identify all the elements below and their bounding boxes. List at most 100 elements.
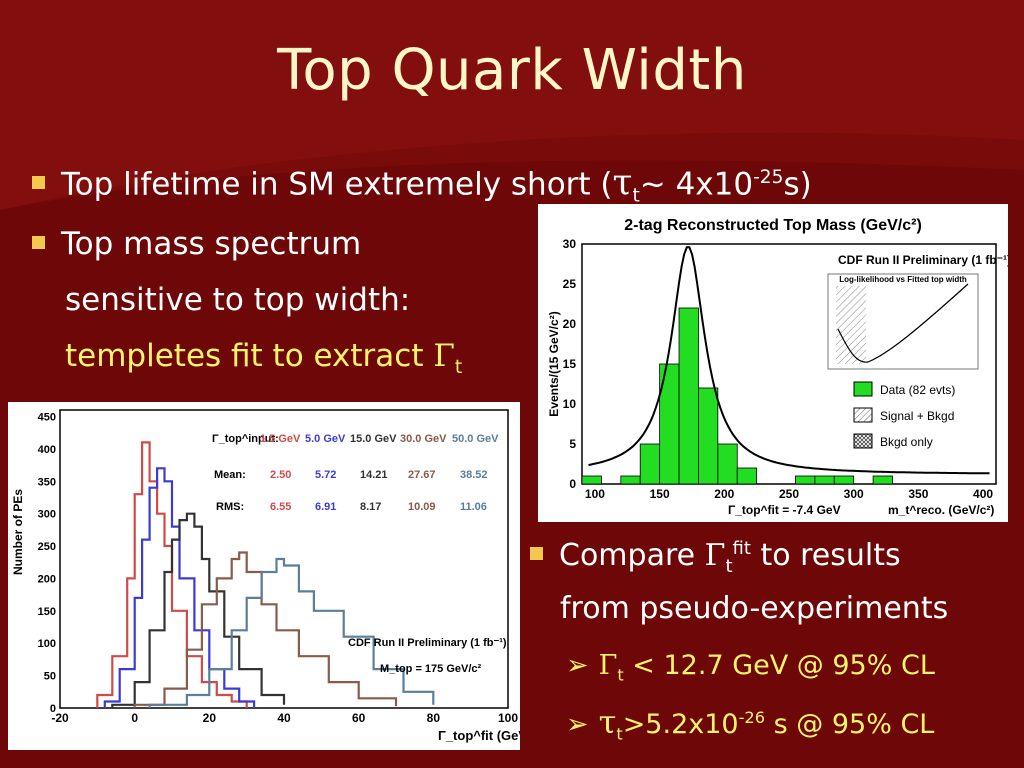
pe-ytick: 200: [38, 573, 56, 585]
bullet-compare: Compare Γtfit to results from pseudo-exp…: [530, 528, 948, 630]
legend-bkgd-only: Bkgd only: [880, 435, 933, 449]
top-mass-bar: [872, 475, 893, 485]
top-mass-bar: [639, 443, 661, 485]
bullet-marker: [32, 176, 45, 190]
top-mass-ylabel: Events/(15 GeV/c²): [547, 311, 561, 416]
pe-ylabel: Number of PEs: [11, 489, 25, 575]
pe-ytick: 150: [38, 606, 56, 618]
bullet-top-lifetime: Top lifetime in SM extremely short (τt~ …: [32, 150, 812, 225]
pe-ytick: 400: [38, 444, 56, 456]
top-mass-bar: [795, 475, 816, 485]
pe-xtick: 80: [427, 711, 441, 725]
slide-title: Top Quark Width: [277, 38, 747, 103]
pe-xtick: -20: [51, 711, 69, 725]
rms-1: 6.55: [270, 501, 291, 513]
bullet-marker: [32, 236, 45, 249]
pe-ytick: 350: [38, 476, 56, 488]
rms-2: 6.91: [315, 501, 336, 513]
arrow-marker: ➢: [566, 709, 589, 740]
top-mass-ytick: 15: [563, 357, 577, 371]
top-mass-ytick: 5: [569, 437, 576, 451]
pe-xtick: 40: [277, 711, 291, 725]
top-mass-bar: [581, 475, 602, 485]
top-mass-bar: [678, 307, 699, 485]
top-mass-xtick: 300: [844, 487, 864, 501]
top-mass-frame: [581, 243, 997, 485]
top-mass-ytick: 20: [563, 317, 577, 331]
top-mass-xtick: 200: [714, 487, 734, 501]
pe-ytick: 250: [38, 541, 56, 553]
rms-4: 10.09: [408, 501, 436, 513]
pe-histogram-5-0-GeV: [103, 467, 256, 708]
table-header-3: 15.0 GeV: [350, 433, 397, 445]
pe-ytick: 300: [38, 509, 56, 521]
pe-xtick: 20: [203, 711, 217, 725]
top-mass-bar: [814, 475, 835, 485]
rms-label: RMS:: [216, 501, 244, 513]
mean-label: Mean:: [214, 469, 246, 481]
arrow-marker: ➢: [566, 650, 589, 681]
likelihood-inset: Log-likelihood vs Fitted top width: [827, 273, 979, 370]
top-mass-title: 2-tag Reconstructed Top Mass (GeV/c²): [624, 217, 922, 234]
top-mass-ytick: 30: [563, 237, 577, 251]
mean-2: 5.72: [315, 469, 336, 481]
top-mass-xtick: 150: [650, 487, 670, 501]
pseudo-experiments-plot: Number of PEs 0 50 100 150 200 250 300 350 400 45…: [8, 402, 531, 750]
pe-histogram-30-0-GeV: [133, 551, 398, 708]
bullet-mass-spectrum: Top mass spectrum sensitive to top width…: [32, 216, 462, 396]
bullet-marker: [530, 547, 543, 560]
pe-frame: [59, 409, 509, 709]
mean-5: 38.52: [460, 469, 488, 481]
top-mass-xtick: 400: [973, 487, 993, 501]
table-header-5: 50.0 GeV: [452, 433, 499, 445]
top-mass-xlabel: m_t^reco. (GeV/c²): [888, 503, 994, 517]
pe-xtick: 60: [352, 711, 366, 725]
pe-xtick: 100: [498, 711, 518, 725]
subbullet-lifetime-limit: ➢ τt>5.2x10-26 s @ 95% CL: [566, 692, 934, 760]
pe-mtop-label: M_top = 175 GeV/c²: [380, 663, 482, 675]
top-mass-xtick: 350: [908, 487, 928, 501]
legend-signal-bkgd: Signal + Bkgd: [880, 409, 954, 423]
rms-5: 11.06: [460, 501, 487, 513]
subbullet-width-limit: ➢ Γt < 12.7 GeV @ 95% CL: [566, 640, 935, 701]
legend-data: Data (82 evts): [880, 383, 955, 397]
top-mass-fit-width: Γ_top^fit = -7.4 GeV: [728, 503, 841, 517]
mean-1: 2.50: [270, 469, 291, 481]
inset-likelihood-curve: [837, 283, 969, 363]
top-mass-cdf-label: CDF Run II Preliminary (1 fb⁻¹): [838, 253, 1008, 267]
pe-stats-table: Γ_top^input: 1.5 GeV 5.0 GeV 15.0 GeV 30…: [212, 433, 499, 513]
pe-ytick: 450: [38, 411, 56, 423]
top-mass-ytick: 10: [563, 397, 577, 411]
pe-width-histograms: Number of PEs 05010015020025030035040045…: [8, 402, 531, 750]
table-header-2: 5.0 GeV: [305, 433, 346, 445]
pe-histogram-1-5-GeV: [96, 441, 248, 708]
pe-ytick: 0: [50, 703, 56, 715]
pe-cdf-label: CDF Run II Preliminary (1 fb⁻¹): [348, 637, 507, 649]
inset-title: Log-likelihood vs Fitted top width: [839, 275, 967, 284]
top-mass-plot: 2-tag Reconstructed Top Mass (GeV/c²) Ev…: [538, 204, 1011, 522]
inset-excluded-region: [836, 286, 866, 364]
pe-xlabel: Γ_top^fit (GeV): [438, 728, 520, 743]
table-header-1: 1.5 GeV: [260, 433, 301, 445]
table-header-label: Γ_top^input:: [212, 433, 279, 445]
top-mass-fit-curve: [588, 246, 990, 475]
top-mass-xtick: 100: [585, 487, 605, 501]
table-header-4: 30.0 GeV: [400, 433, 447, 445]
mean-4: 27.67: [408, 469, 436, 481]
top-mass-ytick: 25: [563, 277, 577, 291]
pe-histogram-50-0-GeV: [148, 557, 435, 708]
top-mass-xtick: 250: [779, 487, 799, 501]
top-mass-bar: [620, 475, 641, 485]
pe-ytick: 100: [38, 638, 56, 650]
pe-ytick: 50: [44, 671, 56, 683]
top-mass-bar: [736, 467, 758, 485]
top-mass-histogram: 2-tag Reconstructed Top Mass (GeV/c²) Ev…: [538, 204, 1011, 522]
top-mass-legend: Data (82 evts) Signal + Bkgd Bkgd only: [853, 381, 955, 449]
top-mass-ytick: 0: [569, 477, 576, 491]
pe-xtick: 0: [131, 711, 138, 725]
rms-3: 8.17: [360, 501, 381, 513]
top-mass-bar: [717, 443, 738, 485]
top-mass-bar: [833, 475, 855, 485]
top-mass-bar: [698, 387, 719, 485]
pe-histogram-15-0-GeV: [111, 512, 286, 708]
